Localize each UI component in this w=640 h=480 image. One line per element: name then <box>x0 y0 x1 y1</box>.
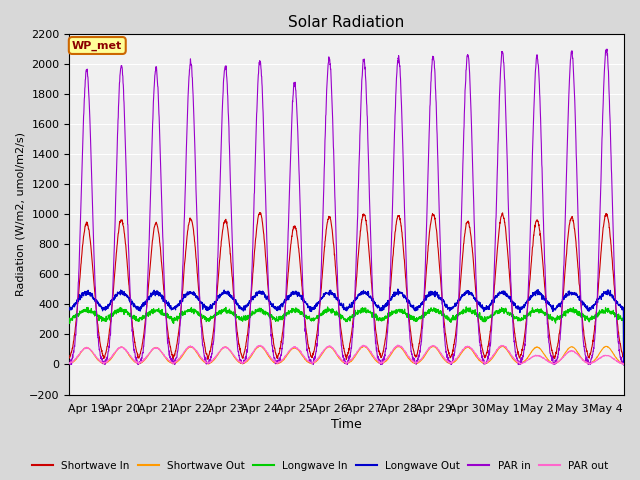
Text: WP_met: WP_met <box>72 40 122 50</box>
Legend: Shortwave In, Shortwave Out, Longwave In, Longwave Out, PAR in, PAR out: Shortwave In, Shortwave Out, Longwave In… <box>28 456 612 475</box>
X-axis label: Time: Time <box>331 419 362 432</box>
Title: Solar Radiation: Solar Radiation <box>289 15 404 30</box>
Y-axis label: Radiation (W/m2, umol/m2/s): Radiation (W/m2, umol/m2/s) <box>15 132 25 296</box>
